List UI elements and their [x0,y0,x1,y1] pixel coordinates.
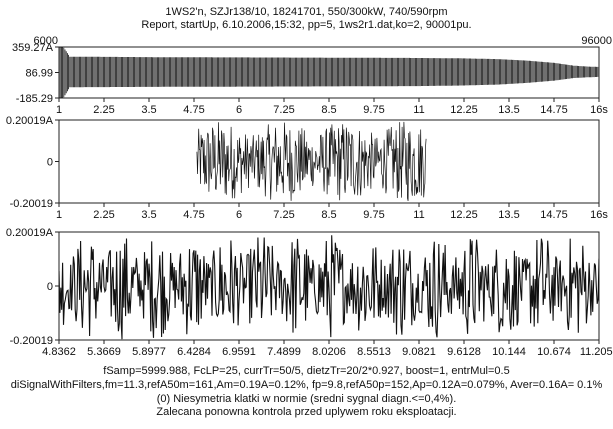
x-tick-label-middle: 14.75 [540,209,568,221]
x-tick-label-top: 8.5 [321,104,336,116]
y-tick-label-bottom: 0.20019A [6,227,54,239]
x-tick-label-middle: 9.75 [363,209,384,221]
chart-title: 1WS2'n, SZJr138/10, 18241701, 550/300kW,… [165,6,448,18]
x-tick-label-middle: 16s [590,209,608,221]
x-tick-label-bottom: 6.9591 [222,346,256,358]
signal-trace-top [59,47,599,98]
x-tick-label-bottom: 11.205s [580,346,613,358]
chart-subtitle: Report, startUp, 6.10.2006,15:32, pp=5, … [141,19,472,31]
y-tick-label-middle: 0.20019A [6,115,54,127]
signal-group-top [59,47,599,98]
x-tick-label-top: 2.25 [93,104,114,116]
y-tick-label-middle: 0 [47,157,53,169]
x-tick-label-bottom: 6.4284 [177,346,211,358]
x-tick-label-bottom: 10.144 [492,346,526,358]
y-tick-label-bottom: -0.20019 [10,335,53,347]
y-tick-label-top: 359.27A [12,42,54,54]
x-tick-label-top: 14.75 [540,104,568,116]
footer-signal-info: diSignalWithFilters,fm=11.3,refA50m=161,… [10,379,603,391]
signal-trace-middle [196,121,427,201]
x-tick-label-top: 3.5 [141,104,156,116]
x-tick-label-middle: 1 [56,209,62,221]
signal-group-middle [196,121,427,201]
y-tick-label-middle: -0.20019 [10,198,53,210]
x-tick-label-middle: 13.5 [498,209,519,221]
x-tick-label-bottom: 5.8977 [132,346,166,358]
signal-group-bottom [59,235,599,340]
x-tick-label-top: 7.25 [273,104,294,116]
x-tick-label-middle: 3.5 [141,209,156,221]
x-tick-label-middle: 8.5 [321,209,336,221]
x-tick-label-bottom: 8.5513 [357,346,391,358]
x-tick-label-middle: 7.25 [273,209,294,221]
x-tick-label-bottom: 4.8362 [42,346,76,358]
x-tick-label-middle: 4.75 [183,209,204,221]
x-tick-label-top: 13.5 [498,104,519,116]
footer-recommendation: Zalecana ponowna kontrola przed uplywem … [156,406,457,418]
x-tick-label-top: 12.25 [450,104,478,116]
corner-label-left: 6000 [34,35,58,47]
x-tick-label-top: 9.75 [363,104,384,116]
y-tick-label-top: 86.99 [25,68,53,80]
footer-params: fSamp=5999.988, FcLP=25, currTr=50/5, di… [103,365,510,377]
x-tick-label-middle: 11 [413,209,424,221]
x-tick-label-bottom: 10.674 [537,346,571,358]
x-tick-label-middle: 2.25 [93,209,114,221]
x-tick-label-top: 4.75 [183,104,204,116]
x-tick-label-middle: 12.25 [450,209,478,221]
y-tick-label-top: -185.29 [16,93,53,105]
y-tick-label-bottom: 0 [47,281,53,293]
x-tick-label-bottom: 5.3669 [87,346,121,358]
signal-trace-bottom [59,235,599,340]
x-tick-label-bottom: 9.0821 [402,346,436,358]
x-tick-label-top: 11 [413,104,424,116]
x-tick-label-top: 6 [236,104,242,116]
footer-diagnosis: (0) Niesymetria klatki w normie (sredni … [156,393,457,405]
corner-label-right: 96000 [581,35,612,47]
x-tick-label-bottom: 8.0206 [312,346,346,358]
x-tick-label-top: 1 [56,104,62,116]
x-tick-label-middle: 6 [236,209,242,221]
x-tick-label-bottom: 7.4899 [267,346,301,358]
x-tick-label-bottom: 9.6128 [447,346,481,358]
x-tick-label-top: 16s [590,104,608,116]
